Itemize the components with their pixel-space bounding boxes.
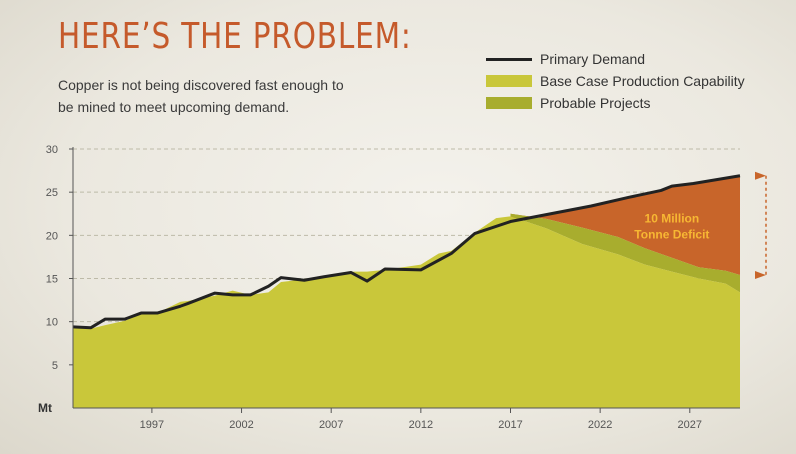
x-tick-label-2027: 2027: [678, 419, 702, 431]
legend-item-probable-projects: Probable Projects: [486, 92, 745, 114]
y-tick-label-5: 5: [52, 360, 58, 372]
deficit-area: [510, 175, 740, 276]
base-case-area: [73, 216, 740, 408]
legend-swatch-base-case: [486, 75, 532, 87]
probable-projects-area: [510, 213, 740, 293]
bracket-arrow-bottom: [755, 271, 766, 280]
x-tick-label-2002: 2002: [229, 419, 253, 431]
x-tick-label-2012: 2012: [409, 419, 433, 431]
legend-swatch-primary-demand: [486, 57, 532, 61]
deficit-bracket: [755, 171, 767, 280]
chart-legend: Primary Demand Base Case Production Capa…: [486, 48, 745, 114]
legend-label-base-case: Base Case Production Capability: [540, 73, 745, 89]
y-tick-label-10: 10: [46, 317, 58, 329]
y-tick-label-25: 25: [46, 187, 58, 199]
primary-demand-line: [72, 174, 741, 330]
x-tick-label-2017: 2017: [498, 419, 522, 431]
axes: 5 10 15 20 25 30 Mt 1997 2002 2007 2012 2017 2022 202…: [38, 144, 740, 431]
x-tick-label-2022: 2022: [588, 419, 612, 431]
page-subtitle: Copper is not being discovered fast enou…: [58, 77, 344, 115]
legend-swatch-probable-projects: [486, 97, 532, 109]
x-tick-label-2007: 2007: [319, 419, 343, 431]
y-tick-label-15: 15: [46, 274, 58, 286]
annotation-line-2: Tonne Deficit: [634, 228, 709, 242]
x-tick-label-1997: 1997: [140, 419, 164, 431]
bracket-arrow-top: [755, 171, 766, 180]
legend-item-base-case: Base Case Production Capability: [486, 70, 745, 92]
y-tick-label-20: 20: [46, 230, 58, 242]
page-title: HERE’S THE PROBLEM:: [58, 16, 412, 57]
legend-label-probable-projects: Probable Projects: [540, 95, 651, 111]
y-unit-label: Mt: [38, 401, 52, 415]
y-tick-label-30: 30: [46, 144, 58, 156]
legend-label-primary-demand: Primary Demand: [540, 51, 646, 67]
legend-item-primary-demand: Primary Demand: [486, 48, 745, 70]
deficit-annotation: 10 Million Tonne Deficit: [634, 212, 709, 242]
annotation-line-1: 10 Million: [645, 212, 700, 226]
